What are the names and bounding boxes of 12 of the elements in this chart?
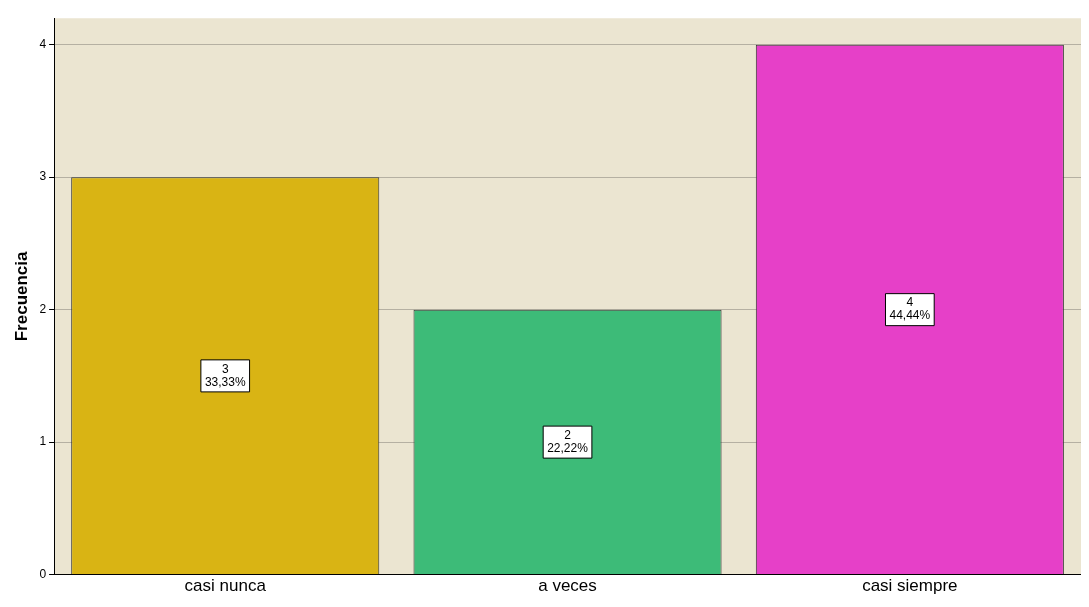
y-tick-label: 2 (39, 301, 47, 316)
x-tick-label: casi nunca (184, 576, 267, 596)
data-label: 4 44,44% (889, 295, 931, 323)
y-axis-title: Frecuencia (11, 250, 31, 342)
x-tick-label: a veces (538, 576, 597, 596)
y-tick-label: 0 (39, 566, 47, 581)
y-tick-label: 1 (39, 434, 47, 449)
data-label: 3 33,33% (204, 361, 246, 389)
y-tick-label: 3 (39, 169, 47, 184)
data-label: 2 22,22% (547, 427, 589, 455)
y-tick-label: 4 (39, 37, 47, 52)
x-tick-label: casi siempre (862, 576, 958, 596)
